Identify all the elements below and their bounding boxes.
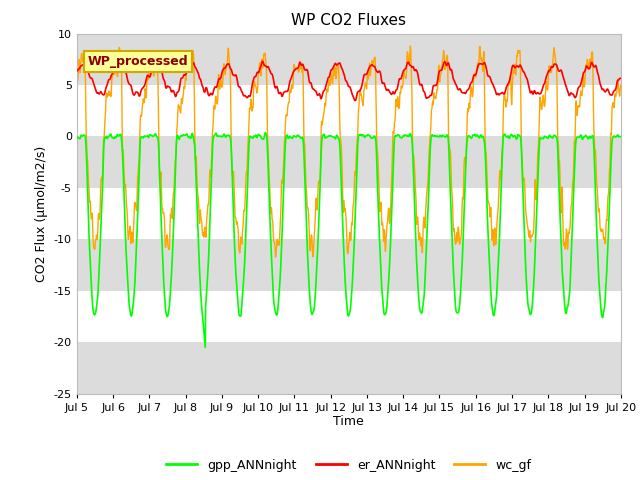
Legend: gpp_ANNnight, er_ANNnight, wc_gf: gpp_ANNnight, er_ANNnight, wc_gf xyxy=(161,454,536,477)
er_ANNnight xyxy=(73,68,81,74)
gpp_ANNnight xyxy=(553,135,561,141)
gpp_ANNnight xyxy=(434,133,442,139)
gpp_ANNnight xyxy=(505,134,513,140)
gpp_ANNnight xyxy=(180,132,188,138)
er_ANNnight xyxy=(434,78,442,84)
er_ANNnight xyxy=(180,72,188,78)
wc_gf xyxy=(616,83,624,88)
gpp_ANNnight xyxy=(616,134,624,140)
er_ANNnight xyxy=(351,97,358,103)
Title: WP CO2 Fluxes: WP CO2 Fluxes xyxy=(291,13,406,28)
er_ANNnight xyxy=(553,62,561,68)
Bar xyxy=(77,342,621,394)
wc_gf xyxy=(194,191,202,196)
Bar xyxy=(77,240,621,291)
gpp_ANNnight xyxy=(194,220,202,226)
Line: er_ANNnight: er_ANNnight xyxy=(77,61,620,100)
er_ANNnight xyxy=(194,69,202,75)
er_ANNnight xyxy=(505,80,513,86)
wc_gf xyxy=(271,254,279,260)
wc_gf xyxy=(553,64,561,70)
er_ANNnight xyxy=(259,59,266,64)
gpp_ANNnight xyxy=(73,133,81,139)
Y-axis label: CO2 Flux (μmol/m2/s): CO2 Flux (μmol/m2/s) xyxy=(35,145,48,282)
gpp_ANNnight xyxy=(202,345,209,350)
gpp_ANNnight xyxy=(255,132,263,138)
Line: wc_gf: wc_gf xyxy=(77,46,620,257)
Bar xyxy=(77,136,621,188)
wc_gf xyxy=(73,77,81,83)
wc_gf xyxy=(406,43,414,49)
er_ANNnight xyxy=(255,70,262,75)
Text: WP_processed: WP_processed xyxy=(88,55,188,68)
Bar xyxy=(77,34,621,85)
gpp_ANNnight xyxy=(262,130,269,135)
X-axis label: Time: Time xyxy=(333,415,364,429)
wc_gf xyxy=(505,82,513,88)
er_ANNnight xyxy=(616,75,624,81)
wc_gf xyxy=(180,85,188,91)
wc_gf xyxy=(434,87,442,93)
wc_gf xyxy=(255,69,262,74)
Line: gpp_ANNnight: gpp_ANNnight xyxy=(77,132,620,348)
